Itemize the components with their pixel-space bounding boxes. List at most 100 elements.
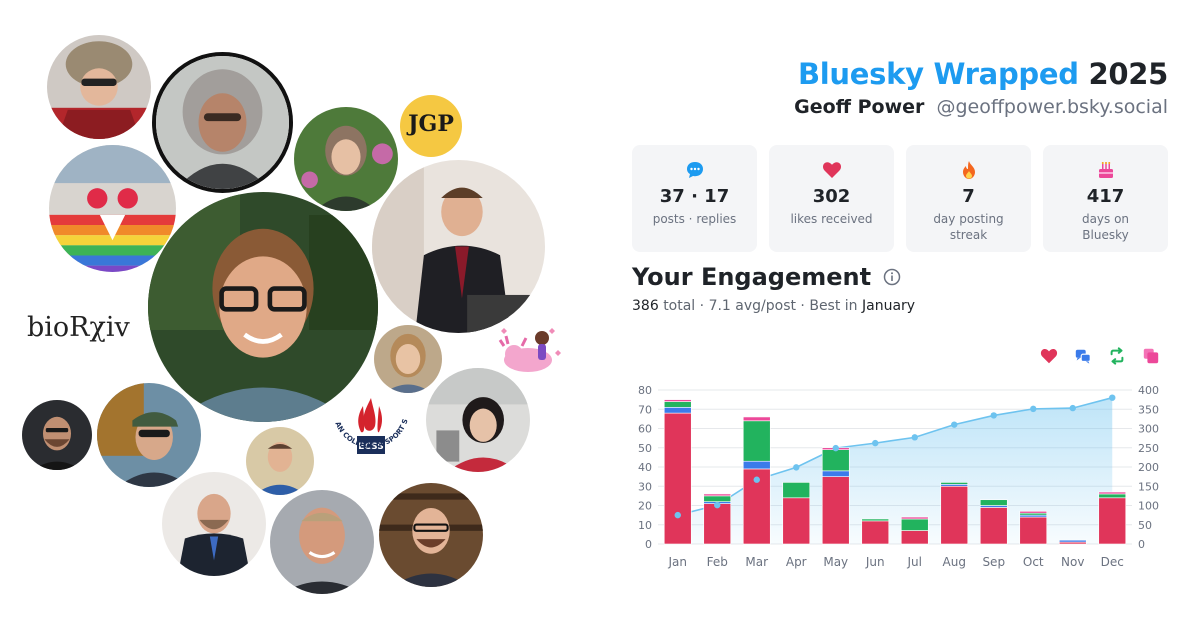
cumulative-point [1109, 394, 1116, 401]
bar-reposts [1098, 493, 1127, 499]
bar-replies [663, 407, 692, 414]
bar-likes [1019, 516, 1048, 545]
stat-card-posts: 37 · 17 posts · replies [632, 145, 757, 252]
stat-cards: 37 · 17 posts · replies 302 likes receiv… [632, 145, 1168, 252]
bar-likes [900, 530, 929, 545]
bar-reposts [703, 495, 732, 502]
y-tick-label: 80 [638, 384, 652, 397]
x-tick-label: Nov [1061, 555, 1084, 569]
bar-reposts [821, 449, 850, 472]
bar-reposts [979, 499, 1008, 506]
stat-label: likes received [790, 212, 873, 226]
x-tick-label: Aug [943, 555, 966, 569]
avatar [379, 483, 483, 587]
bar-reposts [861, 518, 890, 522]
bar-quotes [742, 416, 771, 422]
avatar [270, 490, 374, 594]
y-tick-label: 70 [638, 403, 652, 416]
flame-icon [906, 159, 1031, 181]
avatar [152, 52, 293, 193]
biorxiv-logo: bioRχiv [27, 312, 130, 343]
stat-label: posts · replies [652, 212, 737, 226]
bar-likes [861, 520, 890, 545]
page-title: Bluesky Wrapped 2025 [798, 57, 1168, 91]
avatar [374, 325, 442, 393]
y-tick-label: 40 [638, 461, 652, 474]
axolotl-sticker [498, 320, 568, 380]
bar-quotes [1019, 510, 1048, 514]
cake-icon [1043, 159, 1168, 181]
cumulative-point [872, 439, 879, 447]
engagement-chart: 0 10 20 30 40 50 60 70 80 0 50 100 150 200 250 300 350 40… [638, 384, 1159, 569]
heart-icon[interactable] [1040, 347, 1058, 365]
x-tick-label: Dec [1101, 555, 1124, 569]
heart-icon [769, 159, 894, 181]
stat-label: days on Bluesky [1081, 212, 1130, 242]
y2-tick-label: 200 [1138, 461, 1159, 474]
engagement-summary: 386 total · 7.1 avg/post · Best in Janua… [632, 298, 916, 314]
y-tick-label: 0 [645, 538, 652, 551]
cumulative-point [951, 421, 958, 428]
bar-quotes [663, 399, 692, 402]
cumulative-point [1069, 404, 1076, 412]
cumulative-point [714, 501, 721, 509]
avatar [372, 160, 545, 333]
bar-likes [663, 412, 692, 545]
cumulative-point [990, 412, 997, 419]
bar-replies [821, 470, 850, 477]
engagement-best-prefix: Best in [809, 298, 858, 314]
y-tick-label: 30 [638, 480, 652, 493]
info-icon[interactable] [883, 268, 901, 286]
y2-tick-label: 250 [1138, 442, 1159, 455]
stat-card-days: 417 days on Bluesky [1043, 145, 1168, 252]
cumulative-area [677, 397, 1113, 544]
y2-tick-label: 150 [1138, 480, 1159, 493]
y2-tick-label: 100 [1138, 500, 1159, 513]
bar-quotes [1098, 491, 1127, 495]
bar-reposts [742, 420, 771, 462]
bar-reposts [782, 482, 811, 499]
avatar [162, 472, 266, 576]
engagement-title: Your Engagement [632, 263, 872, 291]
quote-icon[interactable] [1074, 347, 1092, 365]
avatar [246, 427, 314, 495]
cumulative-point [674, 511, 681, 519]
ecss-abbr: ECSS [358, 442, 383, 452]
y2-tick-label: 0 [1138, 538, 1145, 551]
bar-likes [782, 497, 811, 545]
repost-icon[interactable] [1108, 347, 1126, 365]
speech-bubble-icon [632, 159, 757, 181]
copy-icon[interactable] [1142, 347, 1160, 365]
avatar-collage: JGP bioRχiv [22, 35, 568, 594]
x-tick-label: Jul [907, 555, 922, 569]
avatar [47, 35, 151, 139]
bar-likes [1098, 497, 1127, 545]
bar-replies [742, 460, 771, 470]
bar-replies [1058, 539, 1087, 543]
x-tick-label: Mar [745, 555, 768, 569]
avatar [426, 368, 530, 472]
bar-quotes [703, 493, 732, 497]
cumulative-point [911, 434, 918, 441]
jgp-logo: JGP [400, 95, 462, 157]
avatar [294, 107, 398, 211]
y-tick-label: 50 [638, 442, 652, 455]
x-tick-label: Feb [707, 555, 728, 569]
bar-likes [821, 476, 850, 545]
cumulative-point [793, 464, 800, 471]
avatar [22, 400, 92, 470]
bar-reposts [900, 518, 929, 531]
stat-value: 37 · 17 [659, 186, 730, 207]
display-name: Geoff Power [794, 96, 925, 118]
bar-likes [703, 503, 732, 545]
bar-reposts [940, 482, 969, 485]
bar-likes [940, 485, 969, 545]
bar-reposts [663, 401, 692, 408]
x-tick-label: Sep [982, 555, 1005, 569]
bar-quotes [900, 516, 929, 520]
ecss-logo: ECSS EUROPEAN COLLEGE of SPORT SCIENCE [318, 386, 421, 492]
avatar [97, 383, 201, 487]
stat-card-streak: 7 day posting streak [906, 145, 1031, 252]
y2-tick-label: 400 [1138, 384, 1159, 397]
main-avatar [148, 192, 378, 422]
